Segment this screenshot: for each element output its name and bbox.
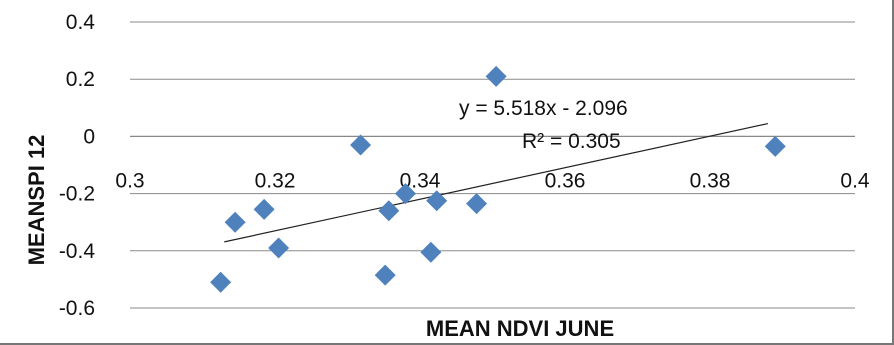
data-point: [426, 190, 448, 212]
y-tick-label: -0.2: [59, 183, 95, 206]
trendline-equation: y = 5.518x - 2.096: [459, 97, 628, 120]
y-tick-labels: 0.4 0.2 0 -0.2 -0.4 -0.6: [59, 11, 96, 320]
data-point: [350, 134, 372, 156]
y-tick-label: 0.2: [66, 68, 95, 91]
data-point: [485, 65, 507, 87]
x-axis-title: MEAN NDVI JUNE: [426, 316, 614, 341]
x-tick-label: 0.38: [690, 169, 731, 192]
y-tick-label: -0.6: [59, 297, 95, 320]
y-tick-label: 0: [83, 125, 95, 148]
x-tick-label: 0.36: [545, 169, 586, 192]
x-tick-label: 0.3: [115, 169, 144, 192]
data-point: [268, 237, 290, 259]
data-point: [764, 135, 786, 157]
data-point: [395, 183, 416, 205]
y-tick-label: 0.4: [66, 11, 96, 34]
data-point: [466, 193, 488, 215]
x-tick-label: 0.4: [840, 169, 870, 192]
y-tick-label: -0.4: [59, 240, 96, 263]
trendline: [224, 122, 769, 243]
x-tick-labels: 0.3 0.32 0.34 0.36 0.38 0.4: [115, 169, 870, 192]
data-point: [253, 198, 275, 220]
data-point: [420, 241, 442, 263]
gridlines: [130, 21, 855, 309]
x-tick-label: 0.32: [255, 169, 296, 192]
y-axis-title: MEANSPI 12: [24, 135, 49, 266]
data-points: [210, 65, 786, 293]
x-tick-label: 0.34: [400, 169, 441, 192]
data-point: [210, 271, 232, 293]
data-point: [224, 211, 246, 233]
data-point: [378, 200, 400, 222]
r-squared-label: R² = 0.305: [522, 130, 621, 153]
data-point: [374, 264, 396, 286]
